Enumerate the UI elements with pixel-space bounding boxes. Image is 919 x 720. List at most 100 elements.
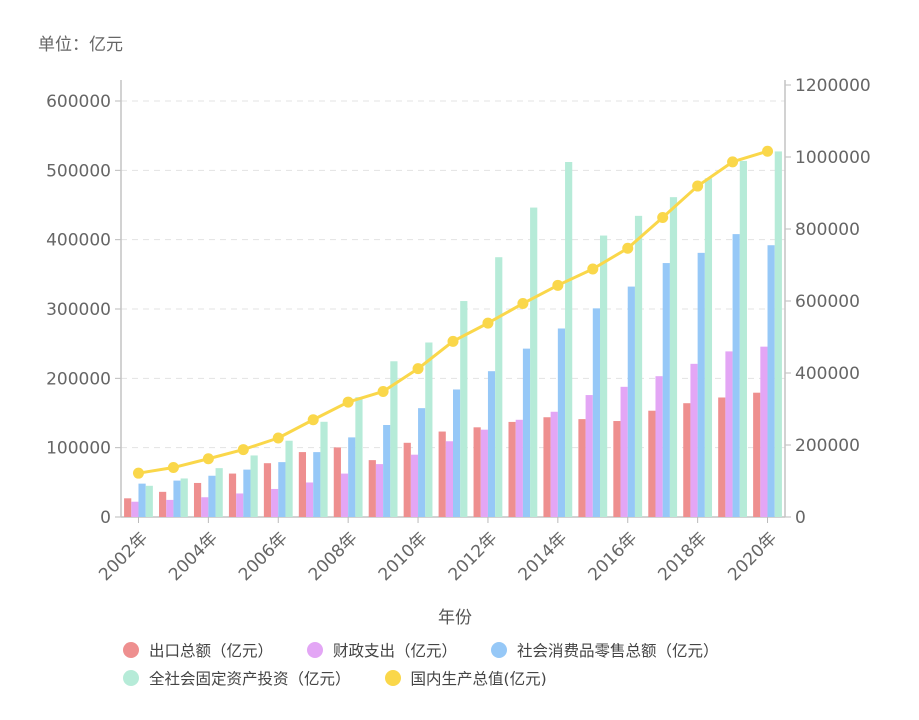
legend-dot-icon	[491, 642, 508, 658]
legend-label: 出口总额（亿元）	[149, 642, 274, 660]
bar-2-2012年	[487, 371, 496, 517]
x-axis-tick-label: 2012年	[445, 528, 502, 585]
gdp-point-2012年	[482, 317, 494, 329]
legend-item-fixed-assets[interactable]: 全社会固定资产投资（亿元）	[123, 667, 351, 689]
bar-1-2011年	[445, 441, 453, 517]
bar-3-2019年	[739, 160, 747, 518]
gdp-point-2018年	[692, 180, 704, 192]
bar-0-2010年	[403, 442, 411, 517]
bar-0-2015年	[578, 419, 586, 517]
gdp-point-2013年	[517, 298, 529, 310]
bar-0-2018年	[683, 403, 691, 517]
x-axis-tick-label: 2002年	[95, 528, 152, 585]
bars	[124, 151, 782, 518]
bar-3-2020年	[774, 151, 782, 517]
gdp-point-2010年	[412, 363, 424, 375]
bar-3-2007年	[320, 421, 328, 517]
bar-1-2004年	[201, 497, 209, 517]
bar-1-2019年	[725, 351, 733, 517]
gdp-point-2011年	[447, 335, 459, 347]
bar-2-2007年	[313, 452, 321, 517]
bar-1-2017年	[655, 376, 663, 517]
bar-2-2003年	[173, 480, 181, 517]
bar-1-2012年	[480, 429, 488, 517]
bar-1-2008年	[340, 473, 349, 517]
x-axis-tick-label: 2006年	[235, 528, 292, 585]
bar-2-2020年	[767, 245, 775, 517]
bar-3-2010年	[425, 342, 433, 517]
x-axis-tick-label: 2014年	[515, 528, 572, 585]
legend-item-export[interactable]: 出口总额（亿元）	[123, 639, 273, 661]
bar-2-2014年	[557, 328, 566, 517]
left-axis-tick-label: 100000	[46, 439, 111, 459]
gdp-point-2014年	[552, 279, 564, 291]
bar-0-2012年	[473, 427, 481, 517]
gdp-point-2015年	[587, 263, 599, 275]
right-axis-tick-label: 400000	[795, 364, 860, 384]
bar-1-2020年	[760, 346, 768, 517]
x-axis-tick-label: 2020年	[724, 528, 781, 585]
x-axis-title: 年份	[438, 608, 472, 628]
gdp-point-2003年	[167, 462, 179, 474]
bar-1-2009年	[375, 464, 384, 517]
left-axis-tick-label: 200000	[46, 369, 111, 389]
bar-2-2019年	[732, 234, 740, 517]
legend-dot-icon	[123, 642, 139, 658]
x-axis-tick-label: 2016年	[585, 528, 642, 585]
bar-0-2009年	[368, 460, 376, 517]
bar-0-2003年	[159, 491, 167, 517]
legend-label: 社会消费品零售总额（亿元）	[517, 642, 719, 660]
right-axis-tick-label: 1000000	[795, 148, 871, 168]
bar-2-2004年	[208, 475, 216, 517]
left-axis-tick-label: 0	[100, 508, 111, 528]
bar-1-2014年	[550, 411, 558, 517]
legend-item-fiscal[interactable]: 财政支出（亿元）	[307, 639, 457, 661]
unit-label: 单位：亿元	[38, 35, 123, 55]
bar-1-2018年	[690, 363, 698, 517]
gdp-point-2016年	[622, 242, 634, 254]
bar-3-2002年	[145, 485, 153, 517]
bar-2-2002年	[138, 483, 146, 517]
x-axis-tick-label: 2004年	[165, 528, 222, 585]
gdp-point-2004年	[202, 453, 214, 465]
bar-1-2015年	[585, 395, 593, 517]
left-axis-tick-label: 400000	[46, 231, 111, 251]
legend-row-2: 全社会固定资产投资（亿元） 国内生产总值(亿元)	[123, 664, 823, 692]
x-axis-tick-label: 2008年	[305, 528, 362, 585]
legend-label: 国内生产总值(亿元)	[410, 670, 547, 688]
bar-3-2012年	[495, 257, 503, 517]
bar-2-2010年	[418, 408, 426, 517]
bar-3-2006年	[285, 440, 293, 517]
bar-1-2002年	[131, 501, 139, 517]
legend-item-retail[interactable]: 社会消费品零售总额（亿元）	[491, 639, 719, 661]
bar-0-2016年	[613, 421, 621, 517]
bar-1-2006年	[271, 488, 279, 517]
right-axis-tick-label: 1200000	[795, 76, 871, 96]
gdp-point-2007年	[307, 414, 319, 426]
legend-item-gdp[interactable]: 国内生产总值(亿元)	[384, 667, 547, 689]
gdp-point-2017年	[657, 211, 669, 223]
bar-0-2005年	[228, 473, 237, 517]
bar-3-2016年	[634, 215, 643, 518]
left-axis-tick-label: 500000	[46, 161, 111, 181]
legend-label: 全社会固定资产投资（亿元）	[149, 670, 351, 688]
bar-2-2013年	[522, 348, 531, 517]
x-axis-tick-label: 2018年	[654, 528, 711, 585]
legend-dot-icon	[307, 642, 324, 658]
gdp-point-2019年	[727, 156, 739, 168]
bar-2-2005年	[243, 469, 251, 517]
bar-3-2011年	[460, 301, 468, 517]
gdp-point-2006年	[272, 432, 284, 444]
bar-0-2006年	[263, 463, 272, 517]
legend-dot-icon	[384, 670, 401, 686]
left-axis-tick-label: 300000	[46, 300, 111, 320]
bar-1-2013年	[515, 419, 523, 517]
bar-3-2013年	[530, 207, 538, 517]
legend-dot-icon	[123, 670, 139, 686]
bar-0-2004年	[193, 482, 202, 517]
bar-0-2014年	[543, 417, 551, 517]
left-axis-tick-label: 600000	[46, 92, 111, 112]
legend-label: 财政支出（亿元）	[333, 642, 458, 660]
bar-1-2016年	[620, 386, 628, 517]
